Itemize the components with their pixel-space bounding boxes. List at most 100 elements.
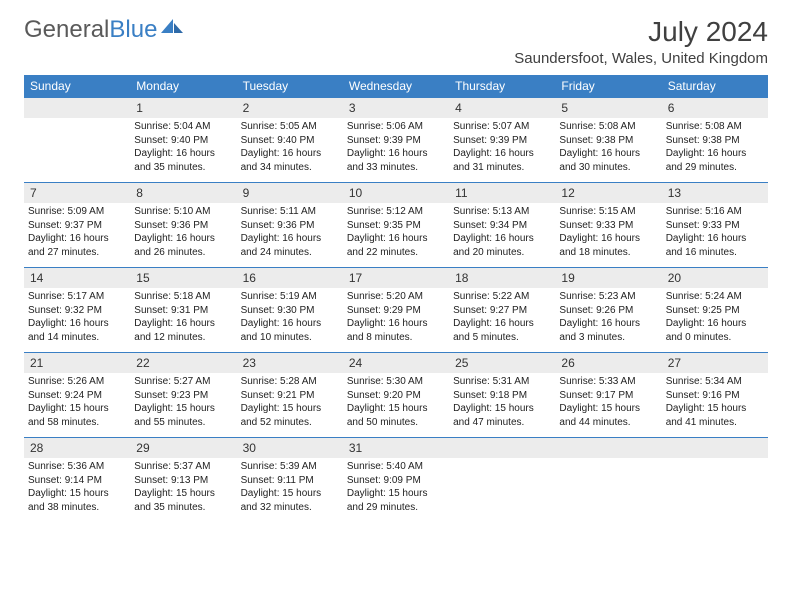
day-number: 7 bbox=[24, 183, 130, 203]
location: Saundersfoot, Wales, United Kingdom bbox=[514, 50, 768, 67]
day-info: Sunrise: 5:26 AMSunset: 9:24 PMDaylight:… bbox=[28, 375, 126, 429]
day-info: Sunrise: 5:28 AMSunset: 9:21 PMDaylight:… bbox=[241, 375, 339, 429]
calendar-day-cell: 22Sunrise: 5:27 AMSunset: 9:23 PMDayligh… bbox=[130, 353, 236, 438]
calendar-day-cell: 27Sunrise: 5:34 AMSunset: 9:16 PMDayligh… bbox=[662, 353, 768, 438]
calendar-week-row: 28Sunrise: 5:36 AMSunset: 9:14 PMDayligh… bbox=[24, 438, 768, 523]
day-number: 19 bbox=[555, 268, 661, 288]
day-info: Sunrise: 5:18 AMSunset: 9:31 PMDaylight:… bbox=[134, 290, 232, 344]
day-info: Sunrise: 5:40 AMSunset: 9:09 PMDaylight:… bbox=[347, 460, 445, 514]
day-number: 26 bbox=[555, 353, 661, 373]
day-number: 5 bbox=[555, 98, 661, 118]
calendar-week-row: 7Sunrise: 5:09 AMSunset: 9:37 PMDaylight… bbox=[24, 183, 768, 268]
calendar-day-cell: 19Sunrise: 5:23 AMSunset: 9:26 PMDayligh… bbox=[555, 268, 661, 353]
calendar-day-cell: 1Sunrise: 5:04 AMSunset: 9:40 PMDaylight… bbox=[130, 98, 236, 183]
day-number: 6 bbox=[662, 98, 768, 118]
day-number: 2 bbox=[237, 98, 343, 118]
day-info: Sunrise: 5:05 AMSunset: 9:40 PMDaylight:… bbox=[241, 120, 339, 174]
calendar-day-cell: 20Sunrise: 5:24 AMSunset: 9:25 PMDayligh… bbox=[662, 268, 768, 353]
calendar-day-cell: 14Sunrise: 5:17 AMSunset: 9:32 PMDayligh… bbox=[24, 268, 130, 353]
day-info: Sunrise: 5:34 AMSunset: 9:16 PMDaylight:… bbox=[666, 375, 764, 429]
day-number: 15 bbox=[130, 268, 236, 288]
day-number: 4 bbox=[449, 98, 555, 118]
day-info: Sunrise: 5:08 AMSunset: 9:38 PMDaylight:… bbox=[559, 120, 657, 174]
day-number: 30 bbox=[237, 438, 343, 458]
day-number-empty bbox=[662, 438, 768, 458]
day-number: 25 bbox=[449, 353, 555, 373]
day-info: Sunrise: 5:27 AMSunset: 9:23 PMDaylight:… bbox=[134, 375, 232, 429]
day-number: 12 bbox=[555, 183, 661, 203]
weekday-header: Sunday bbox=[24, 75, 130, 98]
day-info: Sunrise: 5:08 AMSunset: 9:38 PMDaylight:… bbox=[666, 120, 764, 174]
day-info: Sunrise: 5:20 AMSunset: 9:29 PMDaylight:… bbox=[347, 290, 445, 344]
day-info: Sunrise: 5:19 AMSunset: 9:30 PMDaylight:… bbox=[241, 290, 339, 344]
day-info: Sunrise: 5:11 AMSunset: 9:36 PMDaylight:… bbox=[241, 205, 339, 259]
day-number: 3 bbox=[343, 98, 449, 118]
calendar-day-cell: 15Sunrise: 5:18 AMSunset: 9:31 PMDayligh… bbox=[130, 268, 236, 353]
day-number: 14 bbox=[24, 268, 130, 288]
calendar-day-cell: 7Sunrise: 5:09 AMSunset: 9:37 PMDaylight… bbox=[24, 183, 130, 268]
day-number: 21 bbox=[24, 353, 130, 373]
day-info: Sunrise: 5:36 AMSunset: 9:14 PMDaylight:… bbox=[28, 460, 126, 514]
day-number: 24 bbox=[343, 353, 449, 373]
calendar-table: SundayMondayTuesdayWednesdayThursdayFrid… bbox=[24, 75, 768, 522]
calendar-day-cell: 30Sunrise: 5:39 AMSunset: 9:11 PMDayligh… bbox=[237, 438, 343, 523]
day-number-empty bbox=[555, 438, 661, 458]
day-info: Sunrise: 5:37 AMSunset: 9:13 PMDaylight:… bbox=[134, 460, 232, 514]
day-number: 20 bbox=[662, 268, 768, 288]
day-info: Sunrise: 5:30 AMSunset: 9:20 PMDaylight:… bbox=[347, 375, 445, 429]
calendar-day-cell: 12Sunrise: 5:15 AMSunset: 9:33 PMDayligh… bbox=[555, 183, 661, 268]
weekday-header-row: SundayMondayTuesdayWednesdayThursdayFrid… bbox=[24, 75, 768, 98]
day-number: 10 bbox=[343, 183, 449, 203]
calendar-week-row: 14Sunrise: 5:17 AMSunset: 9:32 PMDayligh… bbox=[24, 268, 768, 353]
calendar-day-cell: 2Sunrise: 5:05 AMSunset: 9:40 PMDaylight… bbox=[237, 98, 343, 183]
day-info: Sunrise: 5:07 AMSunset: 9:39 PMDaylight:… bbox=[453, 120, 551, 174]
day-number: 29 bbox=[130, 438, 236, 458]
calendar-day-cell: 18Sunrise: 5:22 AMSunset: 9:27 PMDayligh… bbox=[449, 268, 555, 353]
day-number: 11 bbox=[449, 183, 555, 203]
day-number: 13 bbox=[662, 183, 768, 203]
calendar-day-cell: 4Sunrise: 5:07 AMSunset: 9:39 PMDaylight… bbox=[449, 98, 555, 183]
title-block: July 2024 Saundersfoot, Wales, United Ki… bbox=[514, 16, 768, 67]
day-number-empty bbox=[24, 98, 130, 118]
day-info: Sunrise: 5:23 AMSunset: 9:26 PMDaylight:… bbox=[559, 290, 657, 344]
calendar-day-cell: 9Sunrise: 5:11 AMSunset: 9:36 PMDaylight… bbox=[237, 183, 343, 268]
calendar-week-row: 21Sunrise: 5:26 AMSunset: 9:24 PMDayligh… bbox=[24, 353, 768, 438]
day-info: Sunrise: 5:24 AMSunset: 9:25 PMDaylight:… bbox=[666, 290, 764, 344]
calendar-day-cell: 24Sunrise: 5:30 AMSunset: 9:20 PMDayligh… bbox=[343, 353, 449, 438]
logo-text-blue: Blue bbox=[109, 16, 157, 44]
day-number: 17 bbox=[343, 268, 449, 288]
day-number: 28 bbox=[24, 438, 130, 458]
month-title: July 2024 bbox=[514, 16, 768, 48]
calendar-day-cell: 13Sunrise: 5:16 AMSunset: 9:33 PMDayligh… bbox=[662, 183, 768, 268]
day-number: 23 bbox=[237, 353, 343, 373]
day-info: Sunrise: 5:17 AMSunset: 9:32 PMDaylight:… bbox=[28, 290, 126, 344]
day-info: Sunrise: 5:16 AMSunset: 9:33 PMDaylight:… bbox=[666, 205, 764, 259]
weekday-header: Friday bbox=[555, 75, 661, 98]
calendar-day-cell: 17Sunrise: 5:20 AMSunset: 9:29 PMDayligh… bbox=[343, 268, 449, 353]
weekday-header: Wednesday bbox=[343, 75, 449, 98]
calendar-day-cell: 29Sunrise: 5:37 AMSunset: 9:13 PMDayligh… bbox=[130, 438, 236, 523]
calendar-day-cell: 10Sunrise: 5:12 AMSunset: 9:35 PMDayligh… bbox=[343, 183, 449, 268]
calendar-day-cell: 25Sunrise: 5:31 AMSunset: 9:18 PMDayligh… bbox=[449, 353, 555, 438]
calendar-day-cell: 3Sunrise: 5:06 AMSunset: 9:39 PMDaylight… bbox=[343, 98, 449, 183]
logo-text-gray: General bbox=[24, 16, 109, 44]
day-number: 9 bbox=[237, 183, 343, 203]
day-number: 22 bbox=[130, 353, 236, 373]
day-info: Sunrise: 5:22 AMSunset: 9:27 PMDaylight:… bbox=[453, 290, 551, 344]
calendar-empty-cell bbox=[24, 98, 130, 183]
day-number-empty bbox=[449, 438, 555, 458]
calendar-day-cell: 8Sunrise: 5:10 AMSunset: 9:36 PMDaylight… bbox=[130, 183, 236, 268]
day-info: Sunrise: 5:33 AMSunset: 9:17 PMDaylight:… bbox=[559, 375, 657, 429]
calendar-day-cell: 16Sunrise: 5:19 AMSunset: 9:30 PMDayligh… bbox=[237, 268, 343, 353]
day-info: Sunrise: 5:13 AMSunset: 9:34 PMDaylight:… bbox=[453, 205, 551, 259]
weekday-header: Monday bbox=[130, 75, 236, 98]
weekday-header: Tuesday bbox=[237, 75, 343, 98]
day-info: Sunrise: 5:31 AMSunset: 9:18 PMDaylight:… bbox=[453, 375, 551, 429]
sail-icon bbox=[159, 16, 185, 44]
calendar-day-cell: 11Sunrise: 5:13 AMSunset: 9:34 PMDayligh… bbox=[449, 183, 555, 268]
calendar-empty-cell bbox=[449, 438, 555, 523]
day-number: 8 bbox=[130, 183, 236, 203]
calendar-day-cell: 28Sunrise: 5:36 AMSunset: 9:14 PMDayligh… bbox=[24, 438, 130, 523]
day-info: Sunrise: 5:06 AMSunset: 9:39 PMDaylight:… bbox=[347, 120, 445, 174]
day-number: 16 bbox=[237, 268, 343, 288]
